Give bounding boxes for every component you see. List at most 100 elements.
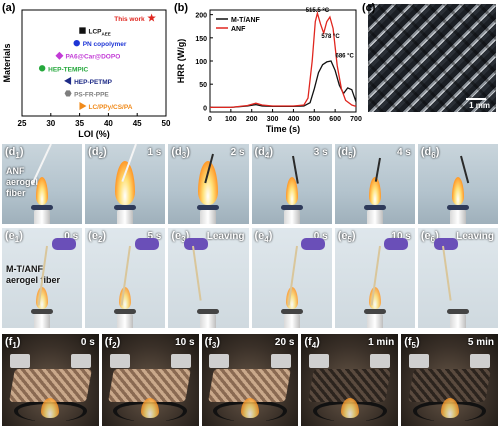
lamp-cap <box>31 205 54 210</box>
marker-triangle-right <box>79 102 87 110</box>
flame <box>340 398 359 418</box>
tile-label: (f4) <box>304 336 320 351</box>
tile-label: (e2) <box>88 230 107 245</box>
sample-clamp <box>408 354 429 369</box>
photo-tile-d5: (d5) 4 s <box>334 144 415 224</box>
x-tick-label: 30 <box>46 119 55 128</box>
y-axis-label: Materials <box>2 43 12 82</box>
photo-tile-d4: (d4) 3 s <box>251 144 332 224</box>
y-tick-label: 0 <box>203 105 207 112</box>
tile-label: (f3) <box>204 336 221 351</box>
tile-time: 1 s <box>147 147 162 158</box>
lamp-cap <box>446 309 469 314</box>
flame <box>115 161 136 205</box>
lamp-cap <box>114 205 137 210</box>
series-label: PN copolymer <box>83 41 127 48</box>
alcohol-lamp <box>200 314 217 328</box>
tile-time: 4 s <box>396 147 411 158</box>
material-note: M-T/ANF aerogel fiber <box>6 264 61 285</box>
y-tick-label: 100 <box>195 59 207 66</box>
lamp-cap <box>363 309 386 314</box>
x-tick-label: 35 <box>75 119 84 128</box>
sample-clamp <box>270 354 291 369</box>
peak-annotation: 686 °C <box>335 53 354 59</box>
tile-time: 0 s <box>64 231 79 242</box>
alcohol-lamp <box>449 210 466 224</box>
panel-label-b: (b) <box>174 2 189 14</box>
x-tick-label: 50 <box>162 119 171 128</box>
series-label: HEP-PETMP <box>74 79 113 86</box>
photo-tile-d2: (d2) 1 s <box>85 144 166 224</box>
y-tick-label: 200 <box>195 13 207 20</box>
y-axis-label: HRR (W/g) <box>176 39 186 84</box>
sample-clamp <box>209 354 230 369</box>
tile-time: Leaving <box>456 231 495 242</box>
alcohol-lamp <box>117 210 134 224</box>
tile-label: (f2) <box>104 336 121 351</box>
sample-clamp <box>370 354 391 369</box>
sample-clamp <box>170 354 191 369</box>
series-line <box>210 10 357 109</box>
loi-scatter-chart: 25 30 35 40 45 50 LOI (%) Materials This work LCP… <box>2 9 171 139</box>
row-d-anf-burning: (d1) ANF aerogel fiber (d2) 1 s (d3) 2 s (d4) 3… <box>2 144 499 224</box>
alcohol-lamp <box>366 314 383 328</box>
x-tick-label: 40 <box>104 119 113 128</box>
legend-entry: M-T/ANF <box>231 17 260 24</box>
legend-entry: ANF <box>231 26 246 33</box>
panel-label-a: (a) <box>2 2 16 14</box>
tile-time: Leaving <box>206 231 245 242</box>
flame <box>41 398 60 418</box>
peak-annotation: 578 °C <box>321 34 340 40</box>
flame <box>198 161 219 205</box>
lamp-cap <box>31 309 54 314</box>
x-tick-label: 600 <box>329 116 341 123</box>
alcohol-lamp <box>34 314 51 328</box>
alcohol-lamp <box>283 314 300 328</box>
x-tick-label: 45 <box>133 119 142 128</box>
photo-tile-f1: (f1) 0 s <box>2 334 99 426</box>
plot-frame <box>21 9 167 117</box>
tile-label: (d4) <box>254 146 274 161</box>
tile-time: 1 min <box>368 337 395 348</box>
x-tick-label: 300 <box>267 116 279 123</box>
tile-label: (d1) <box>5 146 24 161</box>
tile-time: 5 s <box>147 231 162 242</box>
row-e-mt-anf-burning: (e1) 0 s M-T/ANF aerogel fiber (e2) 5 s (e3) L… <box>2 228 499 328</box>
sample-clamp <box>71 354 92 369</box>
series-label: This work <box>114 16 145 23</box>
tile-label: (d3) <box>171 146 190 161</box>
series-label: PS-FR-PPE <box>74 91 109 98</box>
holder-clip <box>51 238 76 250</box>
tile-label: (d5) <box>337 146 357 161</box>
holder-clip <box>134 238 159 250</box>
tile-label: (e6) <box>420 230 439 245</box>
tile-time: 3 s <box>313 147 328 158</box>
tile-label: (e5) <box>337 230 356 245</box>
x-tick-label: 700 <box>350 116 362 123</box>
photo-tile-d1: (d1) ANF aerogel fiber <box>2 144 83 224</box>
tile-label: (e3) <box>171 230 190 245</box>
scale-bar <box>466 98 486 100</box>
material-note: ANF aerogel fiber <box>6 166 39 198</box>
photo-tile-e3: (e3) Leaving <box>168 228 249 328</box>
sample-clamp <box>9 354 30 369</box>
lamp-cap <box>280 309 303 314</box>
series-label: LC/PPy/CS/PA <box>88 104 132 111</box>
photo-tile-f2: (f2) 10 s <box>101 334 199 426</box>
sample-clamp <box>109 354 130 369</box>
marker-diamond <box>55 51 64 60</box>
tile-label: (f1) <box>5 336 21 351</box>
holder-clip <box>184 238 209 250</box>
tile-time: 2 s <box>230 147 245 158</box>
woven-fabric-micrograph <box>368 4 496 112</box>
photo-tile-f3: (f3) 20 s <box>201 334 299 426</box>
hrr-line-chart: 0 100 200 300 400 500 600 700 0 50 100 150 200 Time (… <box>176 8 362 134</box>
photo-tile-e5: (e5) 10 s <box>334 228 415 328</box>
panel-a-loi-chart: (a) 25 30 35 40 45 50 LOI (%) Materials This wor… <box>0 0 172 140</box>
marker-triangle-left <box>64 76 72 85</box>
alcohol-lamp <box>366 210 383 224</box>
alcohol-lamp <box>283 210 300 224</box>
flame <box>368 177 381 205</box>
tile-time: 0 s <box>313 231 328 242</box>
tile-label: (e4) <box>254 230 273 245</box>
